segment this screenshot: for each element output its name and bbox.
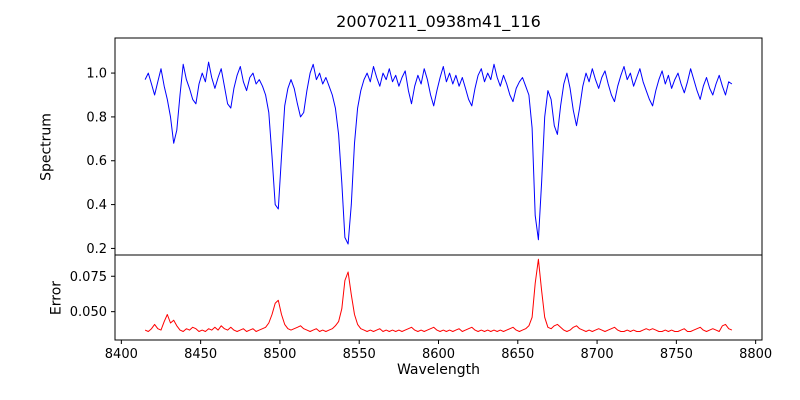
y-tick-label: 0.2 [86, 242, 107, 257]
y-tick-label: 0.4 [86, 198, 107, 213]
x-tick-label: 8700 [581, 347, 614, 362]
error-axes-frame [114, 254, 763, 341]
y-tick-label: 1.0 [86, 67, 107, 82]
x-tick-label: 8500 [263, 347, 296, 362]
y-tick-label: 0.6 [86, 154, 107, 169]
error-line [144, 258, 733, 332]
x-tick-label: 8400 [105, 347, 138, 362]
spectrum-axes-frame [114, 37, 763, 256]
x-axis-label: Wavelength [396, 362, 481, 378]
y-tick-label: 0.8 [86, 110, 107, 125]
x-tick-label: 8650 [501, 347, 534, 362]
x-tick-label: 8750 [660, 347, 693, 362]
x-tick-label: 8800 [739, 347, 772, 362]
y-tick-label: 0.050 [70, 305, 107, 320]
x-tick-label: 8550 [343, 347, 376, 362]
y-tick-label: 0.075 [70, 270, 107, 285]
x-tick-label: 8450 [184, 347, 217, 362]
spectrum-line [144, 61, 733, 245]
x-tick-label: 8600 [422, 347, 455, 362]
chart-title: 20070211_0938m41_116 [336, 12, 541, 31]
